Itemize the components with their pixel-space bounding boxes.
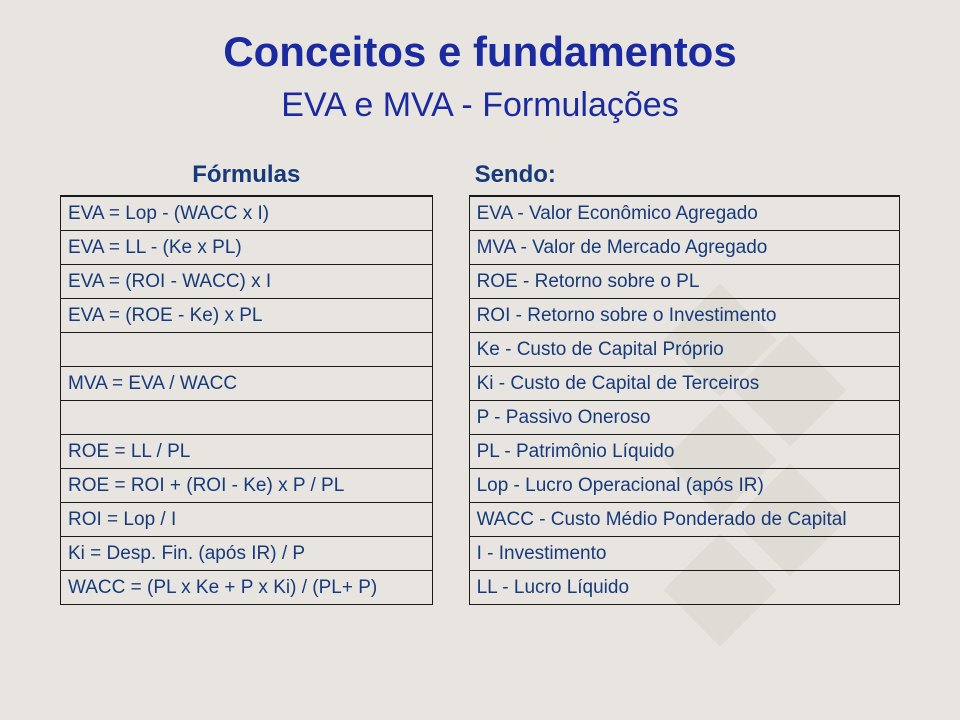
formula-row: EVA = LL - (Ke x PL) <box>61 231 433 265</box>
definitions-header: Sendo: <box>469 157 900 197</box>
formulas-table: EVA = Lop - (WACC x I) EVA = LL - (Ke x … <box>60 196 433 605</box>
definition-row: Ke - Custo de Capital Próprio <box>469 333 899 367</box>
formula-row <box>61 401 433 435</box>
formula-row: EVA = (ROE - Ke) x PL <box>61 299 433 333</box>
formula-row: MVA = EVA / WACC <box>61 367 433 401</box>
definitions-table: EVA - Valor Econômico Agregado MVA - Val… <box>469 196 900 605</box>
formula-row <box>61 333 433 367</box>
definition-row: MVA - Valor de Mercado Agregado <box>469 231 899 265</box>
definition-row: WACC - Custo Médio Ponderado de Capital <box>469 503 899 537</box>
slide-title: Conceitos e fundamentos <box>50 28 910 76</box>
definition-row: EVA - Valor Econômico Agregado <box>469 197 899 231</box>
formula-row: Ki = Desp. Fin. (após IR) / P <box>61 537 433 571</box>
formula-row: EVA = Lop - (WACC x I) <box>61 197 433 231</box>
definition-row: Ki - Custo de Capital de Terceiros <box>469 367 899 401</box>
formulas-column: Fórmulas EVA = Lop - (WACC x I) EVA = LL… <box>60 157 433 605</box>
formula-row: ROE = LL / PL <box>61 435 433 469</box>
slide-content: Conceitos e fundamentos EVA e MVA - Form… <box>0 0 960 605</box>
formula-row: ROE = ROI + (ROI - Ke) x P / PL <box>61 469 433 503</box>
definition-row: Lop - Lucro Operacional (após IR) <box>469 469 899 503</box>
definition-row: LL - Lucro Líquido <box>469 571 899 605</box>
definition-row: PL - Patrimônio Líquido <box>469 435 899 469</box>
definition-row: ROI - Retorno sobre o Investimento <box>469 299 899 333</box>
definition-row: ROE - Retorno sobre o PL <box>469 265 899 299</box>
slide-subtitle: EVA e MVA - Formulações <box>50 86 910 125</box>
two-column-layout: Fórmulas EVA = Lop - (WACC x I) EVA = LL… <box>50 157 910 605</box>
formula-row: WACC = (PL x Ke + P x Ki) / (PL+ P) <box>61 571 433 605</box>
formula-row: EVA = (ROI - WACC) x I <box>61 265 433 299</box>
formulas-header: Fórmulas <box>60 157 433 197</box>
definition-row: I - Investimento <box>469 537 899 571</box>
definitions-column: Sendo: EVA - Valor Econômico Agregado MV… <box>469 157 900 605</box>
definition-row: P - Passivo Oneroso <box>469 401 899 435</box>
formula-row: ROI = Lop / I <box>61 503 433 537</box>
